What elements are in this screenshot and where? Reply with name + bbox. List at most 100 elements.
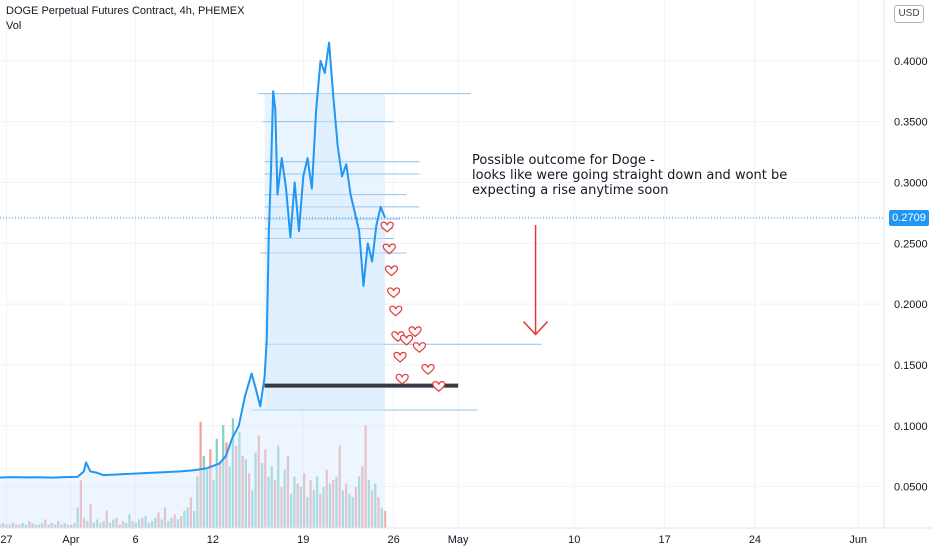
volume-bar [260, 462, 264, 528]
volume-bar [374, 483, 377, 528]
price-series[interactable] [0, 41, 386, 528]
volume-bar [105, 510, 108, 528]
volume-bar [241, 456, 244, 528]
heart-marker[interactable] [399, 334, 414, 346]
volume-bar [40, 522, 44, 528]
volume-bar [244, 459, 248, 528]
currency-button[interactable]: USD [894, 5, 924, 23]
volume-bar [37, 524, 40, 528]
volume-bar [50, 522, 53, 528]
volume-bar [209, 449, 212, 528]
heart-marker[interactable] [387, 287, 401, 299]
x-tick-label: 19 [297, 534, 309, 546]
volume-bar [267, 476, 270, 528]
volume-bar [73, 522, 76, 528]
y-tick-label: 0.3500 [894, 117, 928, 129]
volume-bar [251, 490, 254, 528]
arrow-head[interactable] [523, 321, 549, 336]
heart-markers[interactable] [380, 221, 446, 393]
volume-bar [322, 486, 325, 528]
volume-bar [212, 480, 215, 528]
volume-bar [82, 517, 86, 528]
symbol-title[interactable]: DOGE Perpetual Futures Contract, 4h, PHE… [6, 5, 245, 17]
volume-bar [176, 519, 180, 528]
volume-bar [332, 480, 335, 528]
heart-marker[interactable] [393, 351, 407, 363]
volume-bar [351, 497, 354, 528]
price-line[interactable] [0, 41, 386, 479]
volume-bar [280, 486, 283, 528]
volume-bar [299, 486, 303, 528]
volume-bar [63, 522, 66, 528]
volume-bar [31, 522, 34, 528]
volume-bar [273, 480, 277, 528]
volume-bar [192, 510, 196, 528]
heart-marker[interactable] [382, 243, 396, 255]
shaded-region [264, 93, 386, 410]
volume-bar [2, 522, 5, 528]
heart-marker[interactable] [412, 342, 427, 354]
volume-bar [189, 497, 193, 528]
x-axis[interactable]: 27 Apr 6 12 19 26 May 10 17 24 Jun [0, 527, 932, 546]
heart-marker[interactable] [432, 381, 446, 393]
heart-marker[interactable] [384, 265, 399, 277]
annotation-text[interactable]: Possible outcome for Doge - looks like w… [472, 153, 787, 198]
volume-bar [370, 490, 374, 528]
x-tick-label: Apr [62, 534, 79, 546]
heart-marker[interactable] [395, 373, 409, 385]
volume-bar [202, 456, 205, 528]
heart-marker[interactable] [391, 331, 405, 343]
x-tick-label: 17 [658, 534, 670, 546]
down-arrow[interactable] [523, 225, 549, 336]
volume-bar [296, 483, 299, 528]
volume-bar [247, 473, 251, 528]
volume-bar [89, 504, 92, 528]
volume-bar [196, 476, 199, 528]
volume-bar [315, 476, 319, 528]
y-axis[interactable]: 0.0500 0.1000 0.1500 0.2000 0.2500 0.3000 0.35… [883, 0, 928, 528]
x-tick-label: 26 [387, 534, 399, 546]
volume-bar [108, 522, 112, 528]
annotation-line-1: Possible outcome for Doge - [472, 153, 655, 168]
volume-bar [79, 480, 83, 528]
volume-bar [24, 524, 28, 528]
volume-bar [134, 522, 138, 528]
volume-bar [341, 490, 345, 528]
volume-bar [302, 473, 306, 528]
volume-bar [18, 524, 21, 528]
volume-bar [218, 462, 222, 528]
volume-bar [170, 517, 173, 528]
heart-marker[interactable] [389, 305, 403, 317]
y-tick-label: 0.4000 [894, 56, 928, 68]
heart-marker[interactable] [408, 326, 422, 338]
volume-bar [86, 521, 89, 528]
horizontal-lines[interactable] [251, 93, 543, 411]
x-tick-label: 12 [207, 534, 219, 546]
volume-bar [277, 445, 280, 528]
volume-indicator-label[interactable]: Vol [6, 20, 22, 32]
volume-bar [147, 522, 150, 528]
volume-bar [293, 476, 296, 528]
volume-bar [290, 493, 293, 528]
y-tick-label: 0.0500 [894, 482, 928, 494]
volume-bar [102, 521, 105, 528]
volume-bar [150, 521, 154, 528]
shaded-area [264, 93, 386, 410]
y-tick-label: 0.1000 [894, 421, 928, 433]
y-tick-label: 0.3000 [894, 177, 928, 189]
heart-marker[interactable] [421, 363, 435, 375]
x-tick-label: 10 [568, 534, 580, 546]
volume-bar [15, 524, 18, 528]
volume-bar [309, 480, 312, 528]
volume-bar [357, 476, 361, 528]
volume-bar [112, 519, 115, 528]
volume-bar [231, 418, 235, 528]
volume-bar [125, 522, 128, 528]
volume-bar [238, 432, 241, 528]
heart-marker[interactable] [380, 221, 394, 233]
volume-bar [183, 510, 186, 528]
volume-bar [222, 425, 225, 528]
volume-bar [338, 445, 341, 528]
volume-bar [53, 524, 57, 528]
